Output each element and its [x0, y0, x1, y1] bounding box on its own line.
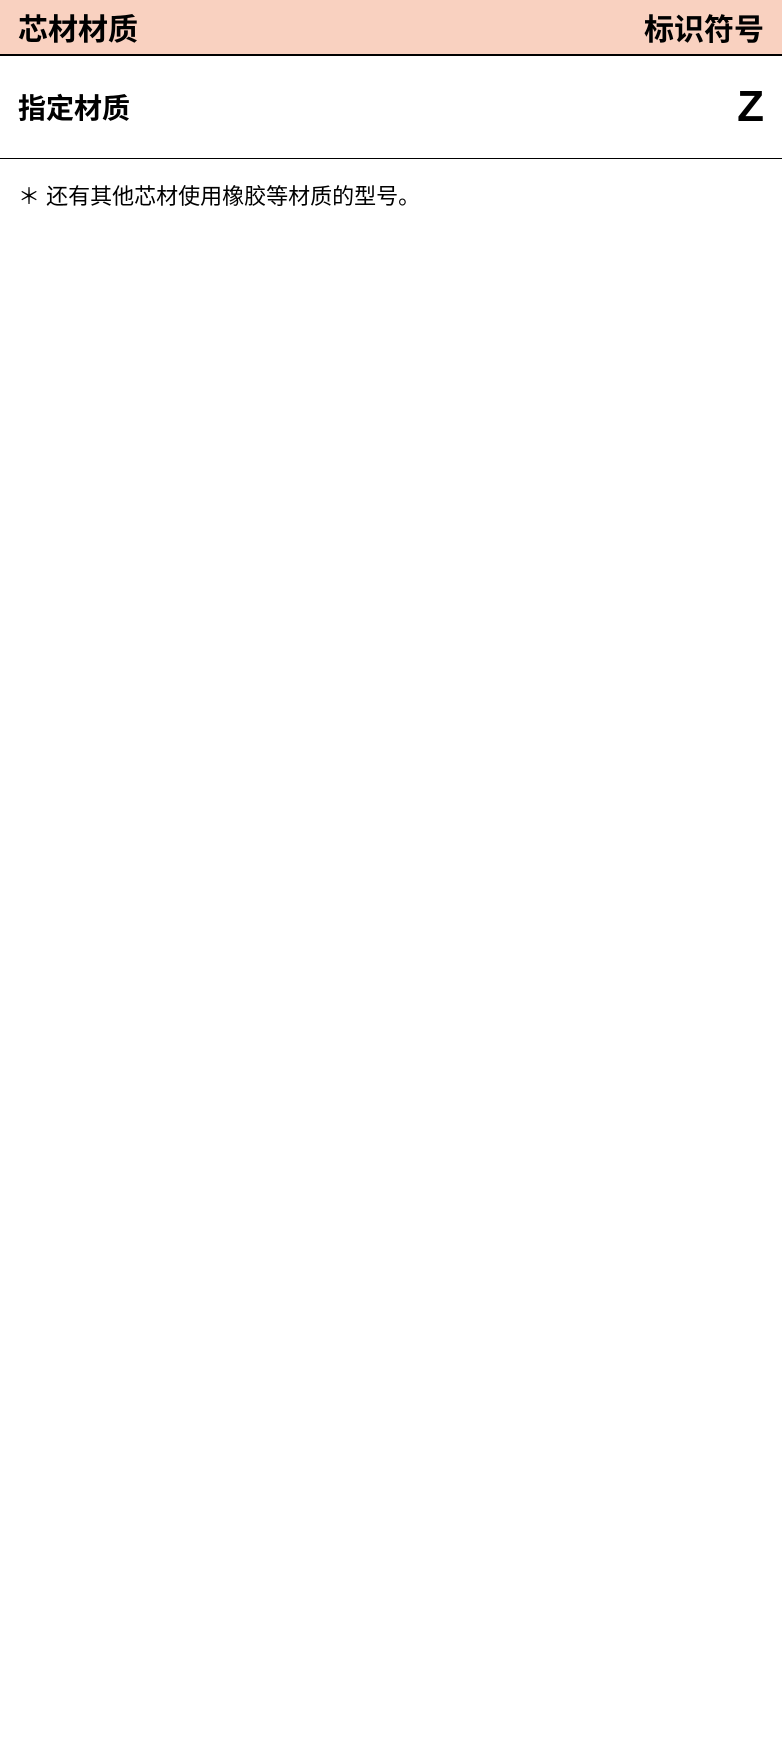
header-right: 标识符号 — [644, 5, 764, 49]
footer-label: 指定材质 — [18, 87, 130, 127]
footnote: ＊ 还有其他芯材使用橡胶等材质的型号。 — [0, 159, 782, 231]
footer-row: 指定材质 Z — [0, 56, 782, 159]
footer-code: Z — [737, 82, 764, 132]
header-left: 芯材材质 — [18, 5, 138, 49]
header: 芯材材质 标识符号 — [0, 0, 782, 56]
